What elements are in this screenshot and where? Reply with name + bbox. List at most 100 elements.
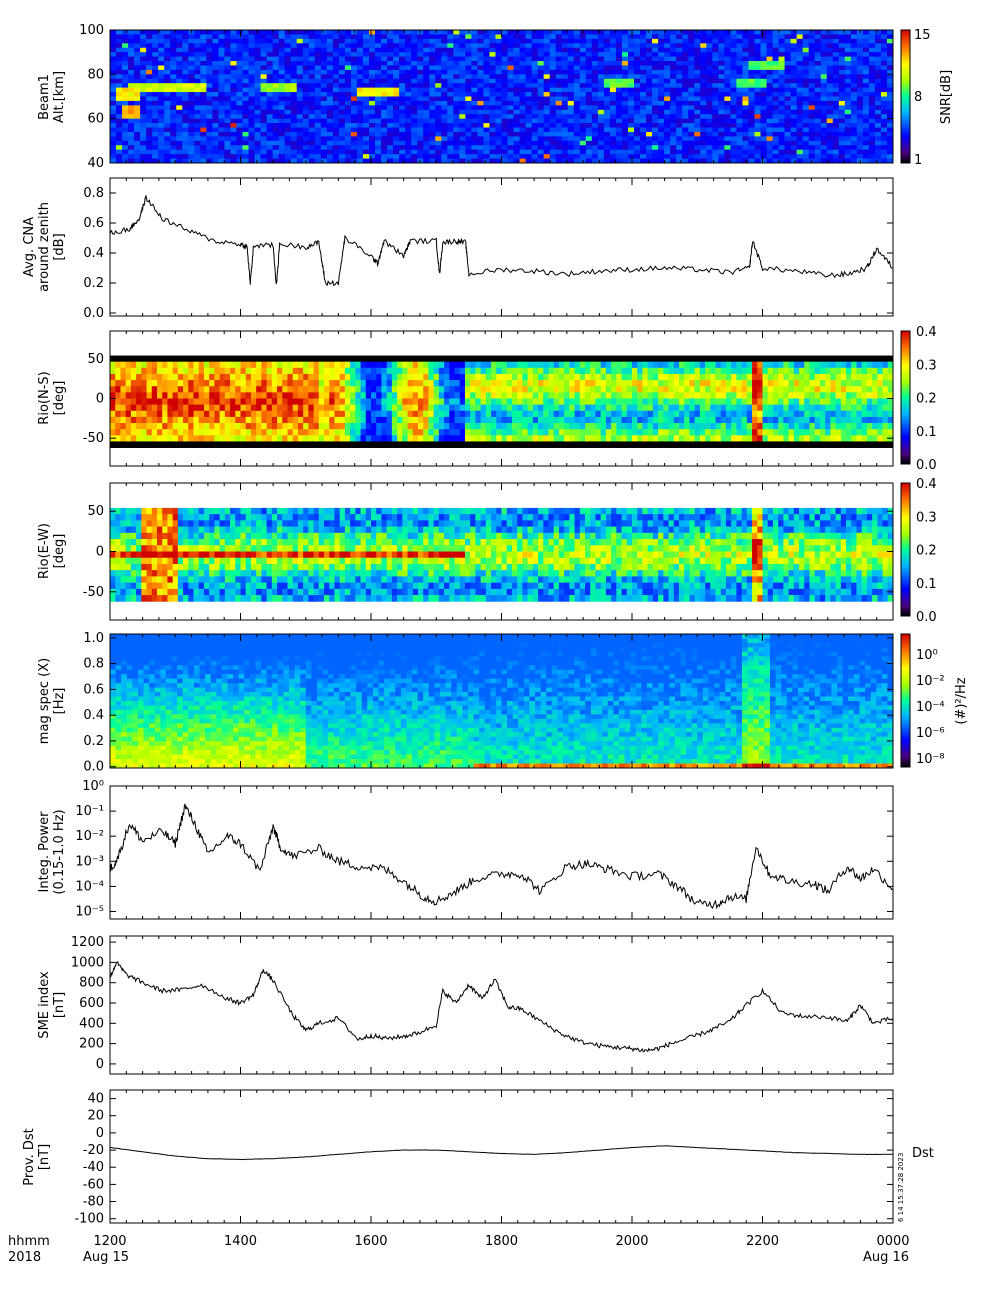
rio_ns-cell (277, 386, 283, 393)
beam1-cell (603, 96, 611, 102)
beam1-cell (658, 30, 665, 35)
rio_ns-cell (496, 386, 502, 393)
rio_ns-cell (250, 392, 257, 399)
beam1-cell (652, 30, 659, 35)
beam1-cell (676, 61, 683, 66)
beam1-cell (278, 109, 286, 115)
rio_ns-cell (548, 367, 555, 375)
beam1-cell (495, 140, 502, 146)
beam1-cell (188, 69, 195, 75)
beam1-cell (682, 158, 689, 164)
beam1-cell (808, 114, 816, 120)
beam1-cell (182, 34, 189, 40)
beam1-cell (176, 74, 183, 80)
beam1-cell (748, 69, 755, 75)
rio_ns-cell (146, 373, 153, 381)
beam1-cell (766, 123, 773, 128)
rio_ns-cell (579, 386, 586, 393)
rio_ns-cell (804, 386, 810, 393)
beam1-cell (501, 118, 508, 124)
beam1-cell (880, 52, 888, 57)
beam1-cell (140, 61, 147, 66)
beam1-cell (646, 92, 653, 97)
beam1-cell (423, 52, 430, 57)
beam1-cell (868, 30, 876, 35)
beam1-cell (525, 78, 533, 84)
beam1-cell (375, 52, 382, 57)
beam1-cell (561, 83, 569, 89)
beam1-cell (886, 154, 894, 159)
beam1-cell (447, 69, 454, 75)
beam1-cell (730, 52, 737, 57)
rio_ns-cell (705, 361, 711, 369)
beam1-cell (140, 118, 147, 124)
beam1-cell (411, 105, 418, 111)
beam1-cell (579, 131, 587, 137)
beam1-cell (730, 158, 737, 164)
beam1-cell (742, 56, 749, 62)
beam1-cell (465, 123, 472, 128)
beam1-cell (585, 78, 593, 84)
beam1-cell (471, 131, 478, 137)
beam1-cell (459, 83, 466, 89)
beam1-cell (784, 100, 791, 106)
beam1-cell (796, 131, 804, 137)
beam1-cell (772, 34, 779, 40)
beam1-cell (826, 83, 834, 89)
beam1-cell (766, 158, 773, 164)
beam1-cell (290, 92, 298, 97)
beam1-cell (356, 96, 364, 102)
beam1-cell (615, 123, 623, 128)
beam1-cell (308, 118, 316, 124)
beam1-cell (453, 92, 460, 97)
beam1-cell (344, 61, 352, 66)
rio_ns-cell (819, 361, 826, 369)
beam1-cell (453, 100, 460, 106)
beam1-cell (567, 140, 575, 146)
beam1-cell (332, 149, 340, 155)
beam1-cell (826, 127, 834, 133)
beam1-cell (236, 56, 243, 62)
beam1-cell (338, 131, 346, 137)
rio_ns-cell (485, 355, 492, 363)
beam1-cell (585, 38, 593, 44)
rio_ns-cell (287, 373, 294, 381)
rio_ns-cell (731, 367, 737, 375)
rio_ns-cell (376, 386, 382, 393)
beam1-cell (507, 65, 514, 71)
beam1-cell (344, 145, 352, 151)
beam1-cell (742, 145, 749, 151)
beam1-cell (122, 87, 129, 93)
beam1-cell (459, 114, 466, 120)
beam1-cell (513, 34, 520, 40)
beam1-cell (441, 69, 448, 75)
beam1-cell (302, 131, 310, 137)
beam1-cell (748, 118, 755, 124)
beam1-cell (688, 105, 695, 111)
beam1-cell (375, 127, 382, 133)
beam1-cell (284, 96, 292, 102)
rio_ns-cell (772, 367, 779, 375)
beam1-cell (531, 140, 539, 146)
beam1-cell (164, 123, 171, 128)
rio_ns-cell (172, 361, 179, 369)
beam1-cell (591, 136, 599, 142)
beam1-cell (266, 105, 274, 111)
beam1-cell (188, 43, 195, 49)
rio_ns-cell (856, 373, 863, 381)
beam1-cell (405, 92, 412, 97)
beam1-cell (417, 114, 424, 120)
beam1-cell (640, 154, 647, 159)
beam1-cell (200, 30, 207, 35)
beam1-cell (832, 140, 840, 146)
beam1-cell (302, 87, 310, 93)
beam1-cell (850, 109, 858, 115)
beam1-cell (248, 78, 255, 84)
beam1-cell (411, 149, 418, 155)
beam1-cell (224, 87, 231, 93)
beam1-cell (549, 69, 557, 75)
beam1-cell (634, 123, 641, 128)
beam1-cell (688, 38, 695, 44)
beam1-cell (338, 154, 346, 159)
beam1-cell (507, 96, 514, 102)
